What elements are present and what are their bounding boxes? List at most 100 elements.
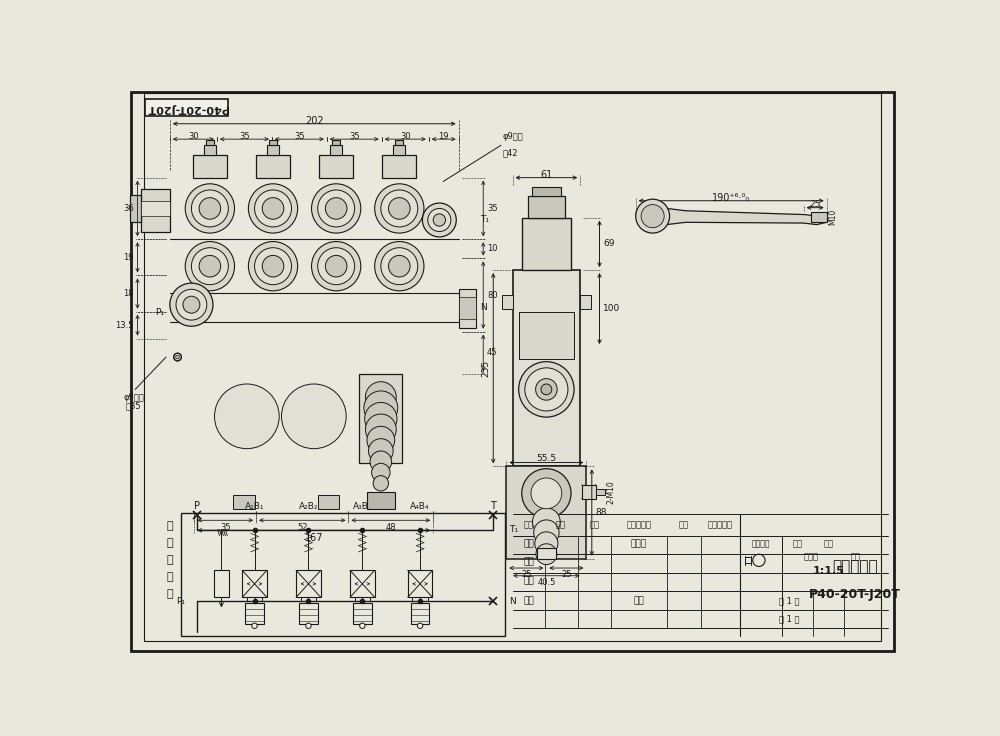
Circle shape (199, 198, 221, 219)
Text: B1: B1 (203, 261, 217, 271)
Circle shape (369, 439, 393, 463)
Text: A₁B₁: A₁B₁ (245, 502, 264, 511)
Circle shape (185, 241, 235, 291)
Circle shape (325, 198, 347, 219)
Text: 校对: 校对 (523, 557, 534, 567)
Text: 审核: 审核 (523, 576, 534, 585)
Circle shape (239, 408, 255, 424)
Text: 类型: 类型 (850, 552, 860, 561)
Circle shape (306, 408, 322, 424)
Circle shape (288, 390, 340, 442)
Text: 更改文件号: 更改文件号 (626, 520, 651, 529)
Bar (233, 495, 255, 509)
Text: 88: 88 (596, 508, 607, 517)
Circle shape (365, 414, 396, 445)
Circle shape (365, 403, 397, 435)
Text: T₁: T₁ (480, 216, 489, 224)
Text: B3: B3 (329, 261, 343, 271)
Text: A₂B₂: A₂B₂ (299, 502, 318, 511)
Text: 年、月、日: 年、月、日 (708, 520, 733, 529)
Circle shape (215, 384, 279, 449)
Text: 1:1.5: 1:1.5 (812, 566, 844, 576)
Text: 190⁺⁶·⁰₀: 190⁺⁶·⁰₀ (712, 193, 750, 202)
Text: 100: 100 (603, 304, 621, 313)
Text: A3: A3 (329, 203, 343, 213)
Circle shape (318, 190, 355, 227)
Bar (194, 374, 433, 509)
Text: 35: 35 (349, 132, 360, 141)
Text: 签名: 签名 (678, 520, 688, 529)
Circle shape (252, 623, 257, 629)
Text: T: T (490, 501, 496, 512)
Circle shape (176, 289, 207, 320)
Bar (411, 603, 429, 624)
Text: 30: 30 (400, 132, 411, 141)
Text: M10: M10 (828, 209, 837, 225)
Circle shape (318, 248, 355, 285)
Bar (393, 145, 405, 155)
Circle shape (372, 463, 390, 482)
Bar (350, 570, 375, 598)
Text: 高42: 高42 (502, 149, 518, 158)
Circle shape (541, 384, 552, 394)
Circle shape (312, 184, 361, 233)
Text: 55.5: 55.5 (536, 454, 556, 463)
Text: 压: 压 (167, 539, 173, 548)
Bar (459, 289, 476, 328)
Text: 版本号: 版本号 (804, 552, 819, 561)
Text: 13.5: 13.5 (115, 321, 134, 330)
Bar (580, 294, 591, 308)
Circle shape (522, 469, 571, 518)
Text: 批准: 批准 (633, 596, 644, 605)
Circle shape (360, 623, 365, 629)
Bar (395, 140, 403, 145)
Bar (596, 489, 605, 495)
Text: P₁: P₁ (176, 597, 185, 606)
Text: 工艺: 工艺 (523, 596, 534, 605)
Text: A₄B₄: A₄B₄ (410, 502, 430, 511)
Circle shape (312, 241, 361, 291)
Circle shape (381, 248, 418, 285)
Text: P40-20T-J20T: P40-20T-J20T (146, 102, 228, 113)
Text: 18: 18 (123, 289, 134, 298)
Bar (214, 570, 229, 598)
Bar (811, 211, 827, 222)
Text: 原: 原 (167, 556, 173, 565)
Text: B2: B2 (266, 261, 280, 271)
Text: T₁: T₁ (509, 525, 518, 534)
Circle shape (535, 532, 558, 555)
Circle shape (533, 508, 560, 536)
Bar (204, 145, 216, 155)
Bar (245, 603, 264, 624)
Bar (459, 297, 476, 319)
Text: 36: 36 (123, 204, 134, 213)
Text: 分区: 分区 (589, 520, 599, 529)
Bar (206, 140, 214, 145)
Circle shape (262, 255, 284, 277)
Circle shape (170, 283, 213, 326)
Text: 40.5: 40.5 (537, 578, 556, 587)
Text: 19: 19 (123, 253, 134, 262)
Bar (512, 514, 888, 636)
Text: 2-M10: 2-M10 (606, 480, 615, 503)
Circle shape (525, 368, 568, 411)
Circle shape (365, 382, 396, 412)
Text: N: N (509, 597, 515, 606)
Circle shape (325, 255, 347, 277)
Text: 35: 35 (239, 132, 250, 141)
Text: 重量: 重量 (792, 539, 802, 548)
Circle shape (422, 203, 456, 237)
Bar (537, 548, 556, 559)
Bar (332, 140, 340, 145)
Circle shape (428, 208, 451, 232)
Circle shape (536, 378, 557, 400)
Text: 25: 25 (809, 200, 821, 209)
Circle shape (227, 396, 267, 436)
Bar (193, 155, 227, 177)
Text: 35: 35 (294, 132, 305, 141)
Circle shape (531, 478, 562, 509)
Circle shape (183, 296, 200, 313)
Text: B4: B4 (392, 261, 406, 271)
Circle shape (255, 190, 292, 227)
Circle shape (262, 198, 284, 219)
